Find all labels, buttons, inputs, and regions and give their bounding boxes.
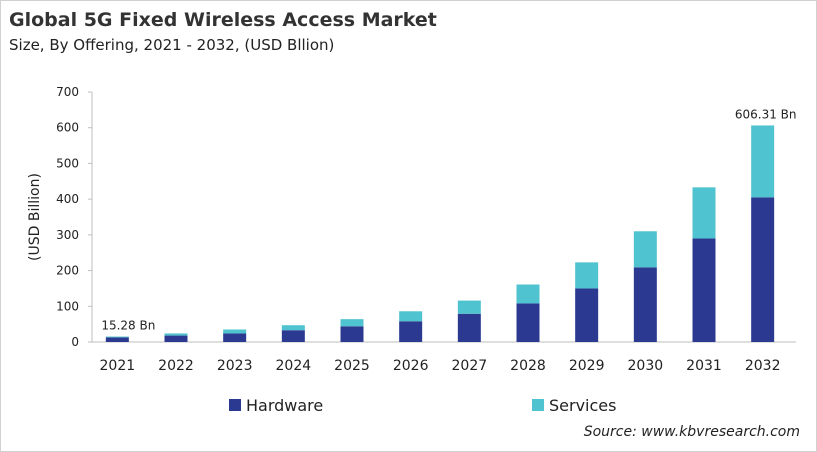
y-axis-label: (USD Billion) (27, 173, 43, 261)
x-tick-label: 2023 (217, 358, 253, 374)
bar-hardware-2026 (399, 321, 423, 342)
x-tick-label: 2028 (510, 358, 546, 374)
legend-label-hardware: Hardware (246, 396, 323, 415)
bar-hardware-2032 (751, 197, 775, 342)
x-tick-label: 2031 (686, 358, 722, 374)
x-tick-label: 2024 (276, 358, 312, 374)
bar-hardware-2024 (281, 330, 305, 342)
bar-services-2027 (457, 300, 481, 314)
x-tick-label: 2025 (334, 358, 370, 374)
y-tick-label: 0 (71, 335, 79, 349)
chart-title: Global 5G Fixed Wireless Access Market (9, 9, 437, 31)
bar-hardware-2021 (105, 337, 129, 342)
legend-swatch-hardware (229, 399, 241, 411)
bar-services-2025 (340, 319, 364, 327)
x-tick-label: 2022 (158, 358, 194, 374)
y-tick-label: 500 (56, 156, 79, 170)
x-tick-label: 2021 (100, 358, 136, 374)
data-label: 606.31 Bn (735, 107, 797, 121)
bar-services-2026 (399, 311, 423, 322)
x-tick-label: 2026 (393, 358, 429, 374)
bar-services-2021 (105, 336, 129, 338)
legend-label-services: Services (549, 396, 616, 415)
x-tick-label: 2029 (569, 358, 605, 374)
bar-hardware-2027 (457, 313, 481, 342)
chart-subtitle: Size, By Offering, 2021 - 2032, (USD Bll… (9, 36, 335, 54)
bar-services-2023 (223, 329, 247, 334)
bar-hardware-2022 (164, 335, 188, 342)
y-tick-label: 200 (56, 264, 79, 278)
source-note: Source: www.kbvresearch.com (583, 424, 800, 440)
legend-swatch-services (532, 399, 544, 411)
x-tick-label: 2032 (745, 358, 781, 374)
bar-hardware-2023 (223, 333, 247, 342)
bar-hardware-2030 (633, 267, 657, 342)
bar-services-2030 (633, 231, 657, 268)
bar-services-2032 (751, 125, 775, 198)
bar-hardware-2029 (575, 288, 599, 342)
bar-hardware-2025 (340, 326, 364, 342)
bar-services-2029 (575, 262, 599, 289)
bar-services-2031 (692, 187, 716, 239)
bar-services-2028 (516, 284, 540, 304)
y-tick-label: 400 (56, 192, 79, 206)
x-tick-label: 2030 (628, 358, 664, 374)
data-label: 15.28 Bn (101, 319, 155, 333)
bar-hardware-2031 (692, 238, 716, 342)
bar-services-2024 (281, 325, 305, 331)
y-tick-label: 100 (56, 299, 79, 313)
bar-hardware-2028 (516, 303, 540, 342)
x-tick-label: 2027 (452, 358, 488, 374)
y-tick-label: 600 (56, 121, 79, 135)
y-tick-label: 700 (56, 85, 79, 99)
y-tick-label: 300 (56, 228, 79, 242)
bar-services-2022 (164, 333, 188, 336)
